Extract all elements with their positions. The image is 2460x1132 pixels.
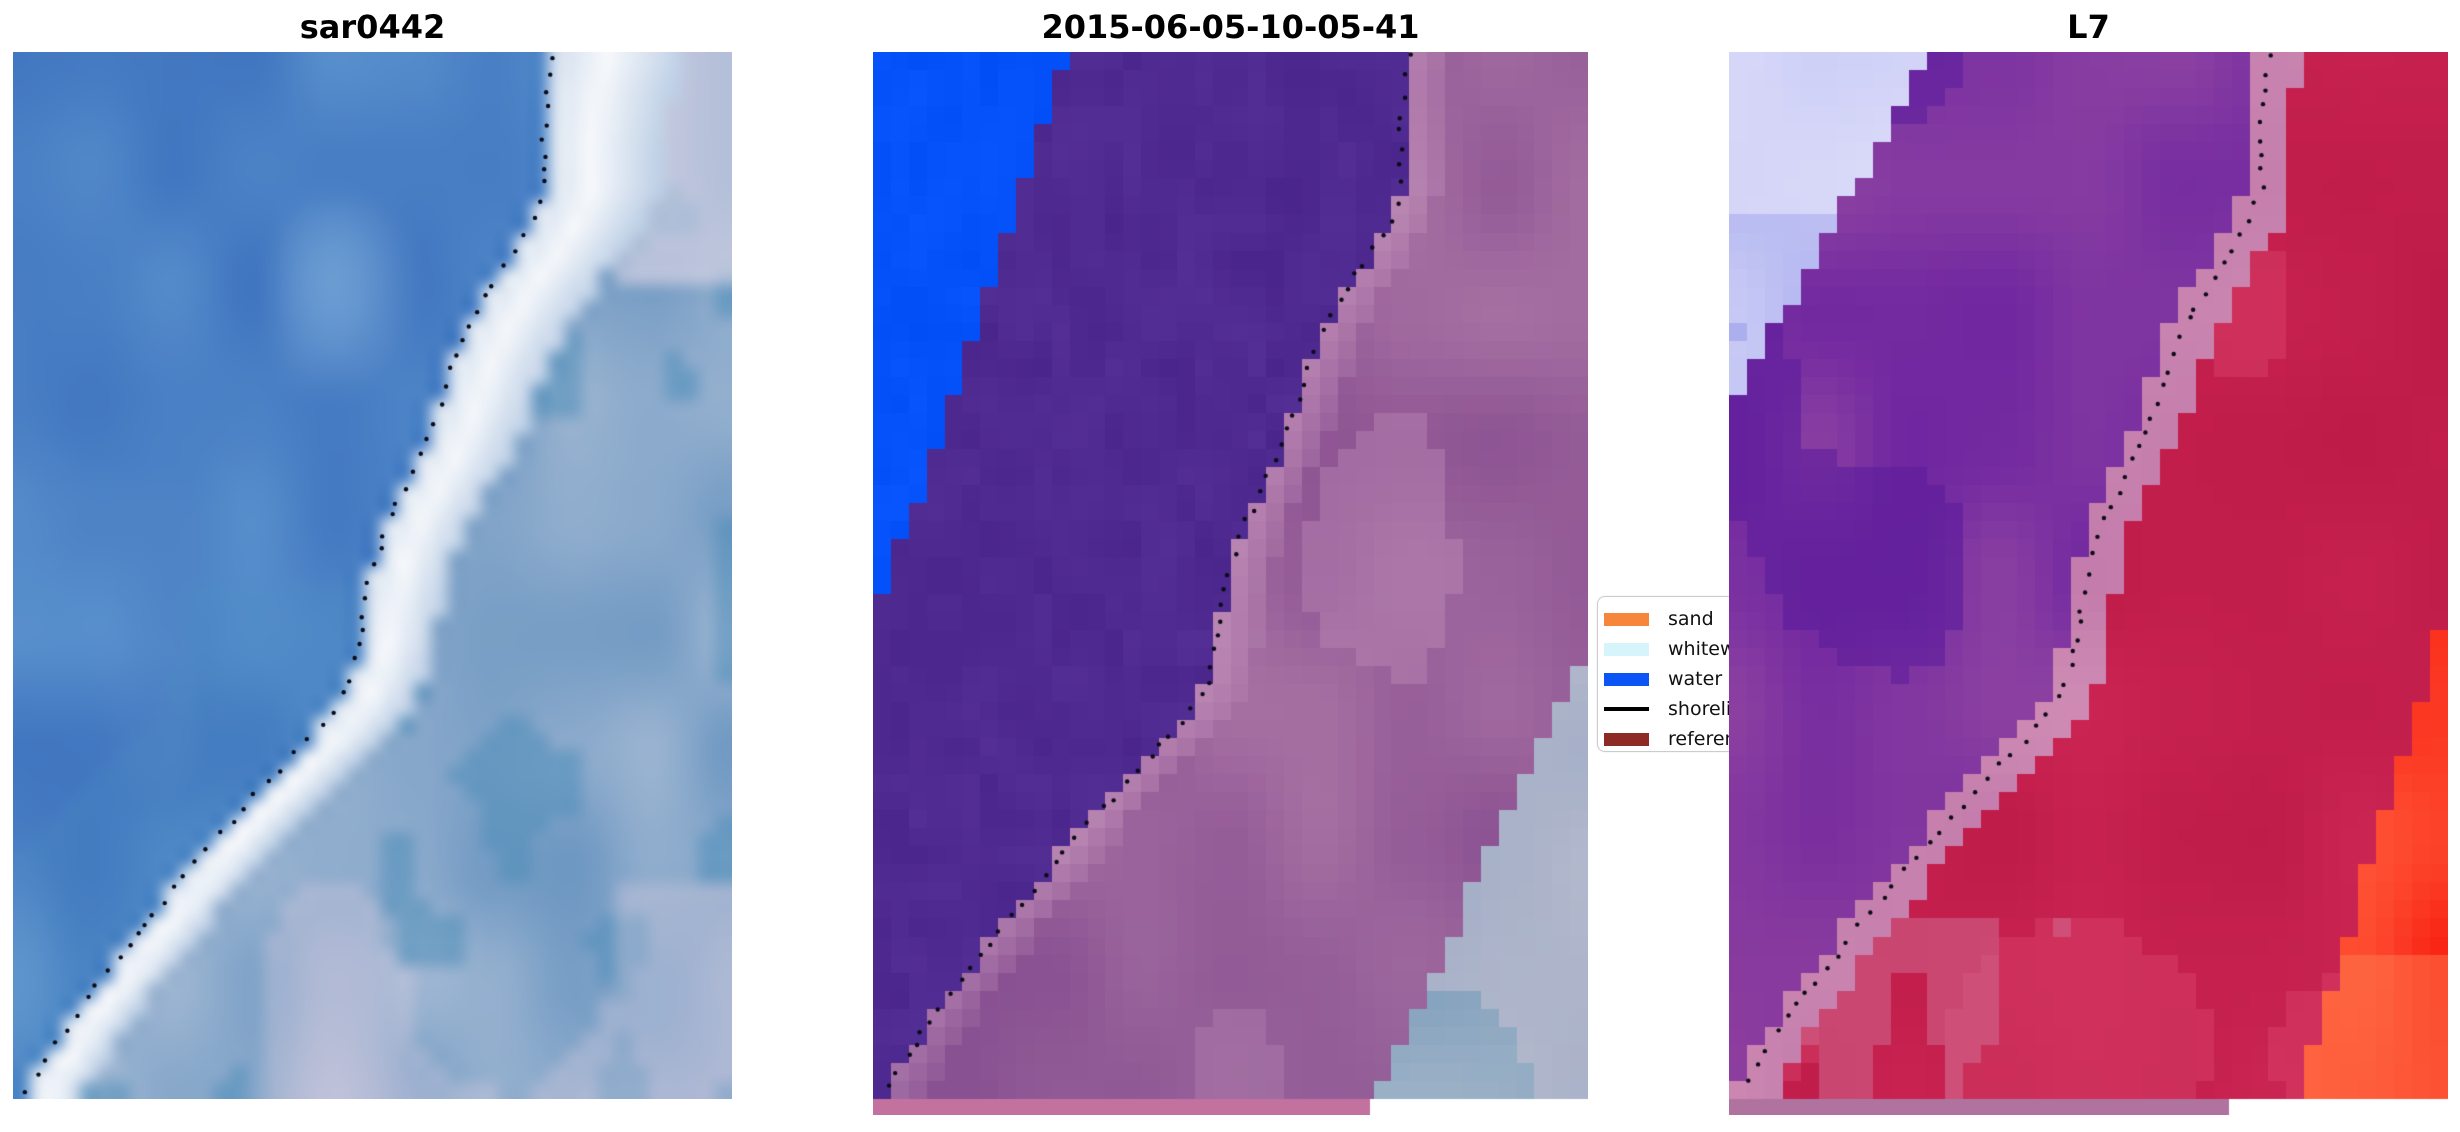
legend-swatch-sand [1604,612,1649,626]
legend-row-sand: sand [1604,604,1808,634]
panel-title-l7: L7 [2067,8,2110,46]
legend-swatch-water [1604,672,1649,686]
panel-sar0442: sar0442 [13,8,732,1099]
legend-swatch-whitewater [1604,642,1649,656]
panel-l7: L7 [1729,8,2448,1115]
legend-swatch-shoreline-line [1604,707,1649,711]
panel-classification: 2015-06-05-10-05-41 [873,8,1588,1115]
legend-row-water: water [1604,664,1808,694]
legend-label-water: water [1668,668,1723,690]
legend-swatch-reference [1604,732,1649,746]
sar-image-canvas [13,52,732,1099]
legend-label-sand: sand [1668,608,1714,630]
panel-title-sar0442: sar0442 [299,8,446,46]
panel-title-classification: 2015-06-05-10-05-41 [1041,8,1420,46]
classification-image-canvas [873,52,1588,1115]
l7-image-canvas [1729,52,2448,1115]
